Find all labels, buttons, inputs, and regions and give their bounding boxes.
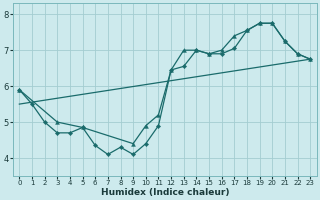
X-axis label: Humidex (Indice chaleur): Humidex (Indice chaleur) — [100, 188, 229, 197]
